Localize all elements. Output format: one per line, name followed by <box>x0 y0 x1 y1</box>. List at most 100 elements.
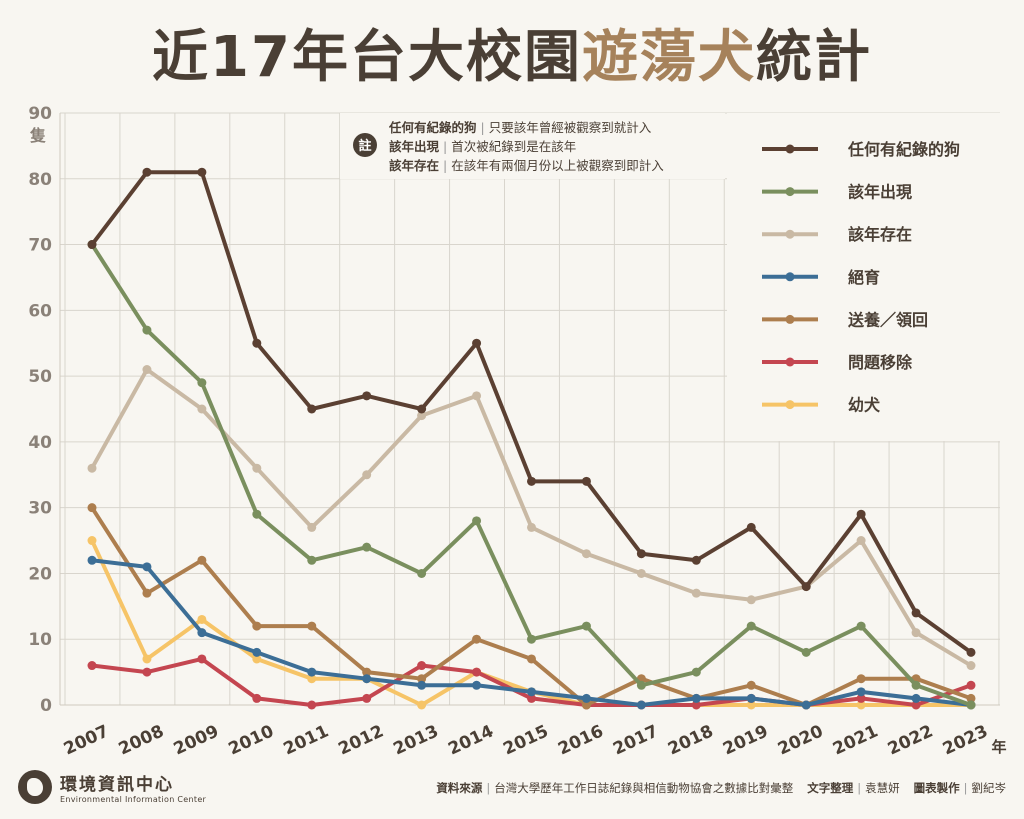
source-label: 資料來源 <box>436 781 482 795</box>
legend-label: 幼犬 <box>848 396 881 415</box>
data-point <box>88 536 97 545</box>
data-point <box>362 470 371 479</box>
data-point <box>252 339 261 348</box>
legend-swatch-dot <box>786 145 795 154</box>
writer-label: 文字整理 <box>807 781 853 795</box>
chart-maker-label: 圖表製作 <box>914 781 960 795</box>
note-line: 該年出現 | 首次被紀錄到是在該年 <box>389 139 576 154</box>
x-tick-label: 2015 <box>500 721 551 759</box>
data-point <box>527 477 536 486</box>
note-separator: | <box>477 120 489 135</box>
credits: 資料來源 | 台灣大學歷年工作日誌紀錄與相信動物協會之數據比對彙整 文字整理 | 袁慧妍圖… <box>436 780 1006 796</box>
data-point <box>142 668 151 677</box>
note-badge-text: 註 <box>358 138 371 154</box>
data-point <box>88 556 97 565</box>
data-point <box>307 405 316 414</box>
data-point <box>417 405 426 414</box>
data-point <box>197 654 206 663</box>
data-point <box>252 694 261 703</box>
data-point <box>307 622 316 631</box>
legend-swatch-dot <box>786 400 795 409</box>
legend-label: 問題移除 <box>848 353 913 372</box>
data-point <box>88 503 97 512</box>
data-point <box>692 694 701 703</box>
x-tick-label: 2010 <box>226 721 277 759</box>
data-point <box>307 701 316 710</box>
y-tick-label: 90 <box>28 104 52 124</box>
legend-swatch-dot <box>786 358 795 367</box>
y-tick-label: 80 <box>28 170 52 190</box>
legend-label: 該年存在 <box>848 225 912 244</box>
data-point <box>747 622 756 631</box>
legend-swatch-dot <box>786 187 795 196</box>
data-point <box>747 595 756 604</box>
data-point <box>912 681 921 690</box>
data-point <box>142 168 151 177</box>
legend-swatch-dot <box>786 315 795 324</box>
data-point <box>582 549 591 558</box>
data-point <box>417 661 426 670</box>
data-point <box>857 536 866 545</box>
data-point <box>472 668 481 677</box>
note-desc: 在該年有兩個月份以上被觀察到即計入 <box>451 158 664 173</box>
data-point <box>307 556 316 565</box>
x-tick-label: 2021 <box>830 721 881 759</box>
writer-name: 袁慧妍 <box>865 781 900 795</box>
data-point <box>472 391 481 400</box>
data-point <box>582 694 591 703</box>
data-point <box>307 523 316 532</box>
data-point <box>857 687 866 696</box>
legend-swatch-dot <box>786 230 795 239</box>
data-point <box>142 365 151 374</box>
y-tick-label: 70 <box>28 236 52 256</box>
data-point <box>967 701 976 710</box>
x-tick-label: 2023 <box>940 721 991 759</box>
x-axis-label: 年 <box>991 738 1006 756</box>
data-point <box>527 523 536 532</box>
data-point <box>142 562 151 571</box>
data-point <box>527 635 536 644</box>
data-point <box>142 589 151 598</box>
data-point <box>967 681 976 690</box>
data-point <box>472 635 481 644</box>
line-chart: 0102030405060708090隻2007 2008 2009 2010 2011… <box>0 0 1024 819</box>
x-tick-label: 2018 <box>665 721 716 759</box>
x-tick-label: 2012 <box>335 721 386 759</box>
y-tick-label: 30 <box>28 499 52 519</box>
note-term: 該年存在 <box>389 158 439 173</box>
data-point <box>802 582 811 591</box>
y-tick-label: 50 <box>28 367 52 387</box>
data-point <box>967 648 976 657</box>
data-point <box>527 654 536 663</box>
data-point <box>252 622 261 631</box>
data-point <box>747 694 756 703</box>
org-name-en: Environmental Information Center <box>60 795 206 804</box>
y-tick-label: 40 <box>28 433 52 453</box>
x-tick-label: 2011 <box>281 721 332 759</box>
data-point <box>88 661 97 670</box>
data-point <box>197 405 206 414</box>
chart-maker-name: 劉紀岑 <box>972 781 1007 795</box>
note-term: 該年出現 <box>389 139 440 154</box>
y-axis-label: 隻 <box>29 126 46 145</box>
y-tick-label: 10 <box>28 630 52 650</box>
source-text: 台灣大學歷年工作日誌紀錄與相信動物協會之數據比對彙整 <box>494 781 793 795</box>
x-tick-label: 2022 <box>885 721 936 759</box>
data-point <box>417 701 426 710</box>
data-point <box>362 391 371 400</box>
data-point <box>88 240 97 249</box>
data-point <box>472 339 481 348</box>
data-point <box>362 674 371 683</box>
y-tick-label: 60 <box>28 301 52 321</box>
note-line: 該年存在 | 在該年有兩個月份以上被觀察到即計入 <box>389 158 664 173</box>
x-tick-label: 2017 <box>610 721 661 759</box>
note-desc: 只要該年曾經被觀察到就計入 <box>489 120 652 135</box>
series-6 <box>88 536 976 709</box>
data-point <box>912 628 921 637</box>
data-point <box>307 668 316 677</box>
data-point <box>197 378 206 387</box>
data-point <box>637 701 646 710</box>
data-point <box>527 687 536 696</box>
data-point <box>802 701 811 710</box>
data-point <box>692 668 701 677</box>
